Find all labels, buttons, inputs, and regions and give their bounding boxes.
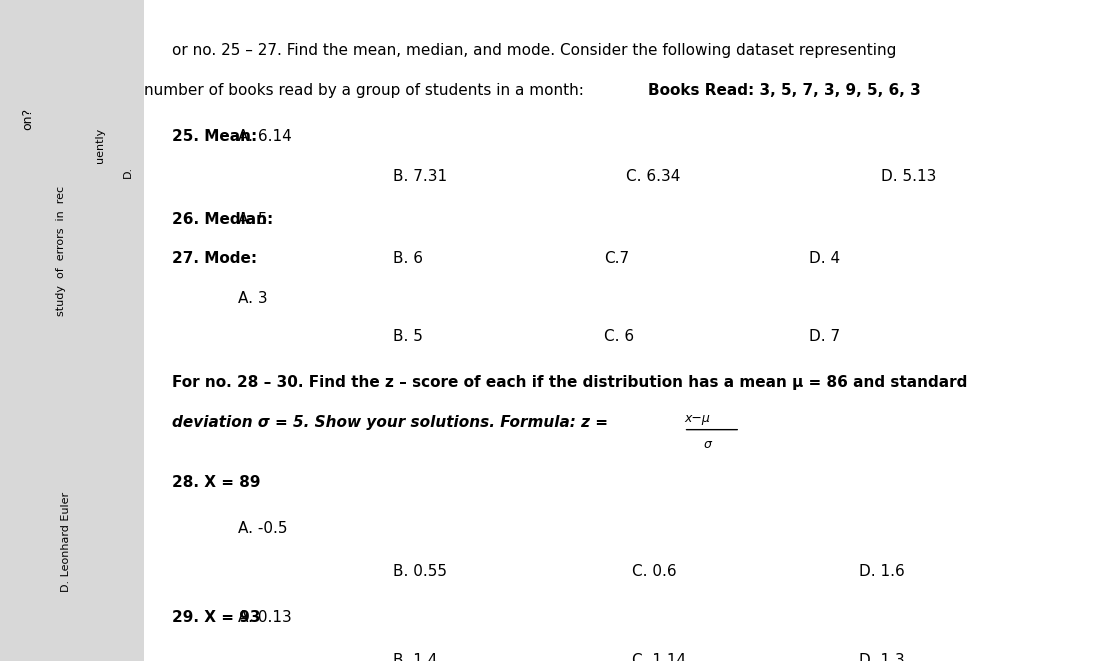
Text: D. 1.3: D. 1.3 [859,653,904,661]
Text: D. 5.13: D. 5.13 [881,169,936,184]
Text: C.7: C.7 [604,251,629,266]
Text: For no. 28 – 30. Find the z – score of each if the distribution has a mean μ = 8: For no. 28 – 30. Find the z – score of e… [172,375,967,391]
Text: x−μ: x−μ [685,412,710,425]
Text: Books Read: 3, 5, 7, 3, 9, 5, 6, 3: Books Read: 3, 5, 7, 3, 9, 5, 6, 3 [648,83,921,98]
Text: 27. Mode:: 27. Mode: [172,251,257,266]
Text: D.: D. [122,166,133,178]
Text: C. 0.6: C. 0.6 [632,564,676,579]
Text: D. 1.6: D. 1.6 [859,564,904,579]
Text: A. 0.13: A. 0.13 [238,610,293,625]
Text: uently: uently [94,128,105,163]
Text: C. 6.34: C. 6.34 [626,169,680,184]
Text: D. Leonhard Euler: D. Leonhard Euler [61,492,72,592]
Text: on?: on? [21,108,34,130]
Text: 26. Median:: 26. Median: [172,212,273,227]
Text: A. -0.5: A. -0.5 [238,521,288,536]
Text: σ: σ [704,438,711,451]
Text: or no. 25 – 27. Find the mean, median, and mode. Consider the following dataset : or no. 25 – 27. Find the mean, median, a… [172,43,896,58]
Text: 29. X = 93: 29. X = 93 [172,610,260,625]
Text: D. 4: D. 4 [809,251,840,266]
Text: A. 3: A. 3 [238,291,268,306]
Text: deviation σ = 5. Show your solutions. Formula: z =: deviation σ = 5. Show your solutions. Fo… [172,415,608,430]
Text: C. 1.14: C. 1.14 [632,653,686,661]
Text: B. 0.55: B. 0.55 [393,564,448,579]
Text: B. 1.4: B. 1.4 [393,653,438,661]
Text: number of books read by a group of students in a month:: number of books read by a group of stude… [144,83,588,98]
Text: 25. Mean:: 25. Mean: [172,129,257,144]
Text: B. 5: B. 5 [393,329,423,344]
Text: C. 6: C. 6 [604,329,634,344]
Text: D. 7: D. 7 [809,329,840,344]
Text: study  of  errors  in  rec: study of errors in rec [55,186,66,316]
Bar [144,0,1108,661]
Text: B. 7.31: B. 7.31 [393,169,448,184]
Text: A. 6.14: A. 6.14 [238,129,293,144]
Text: A. 5: A. 5 [238,212,268,227]
Text: B. 6: B. 6 [393,251,423,266]
Text: 28. X = 89: 28. X = 89 [172,475,260,490]
